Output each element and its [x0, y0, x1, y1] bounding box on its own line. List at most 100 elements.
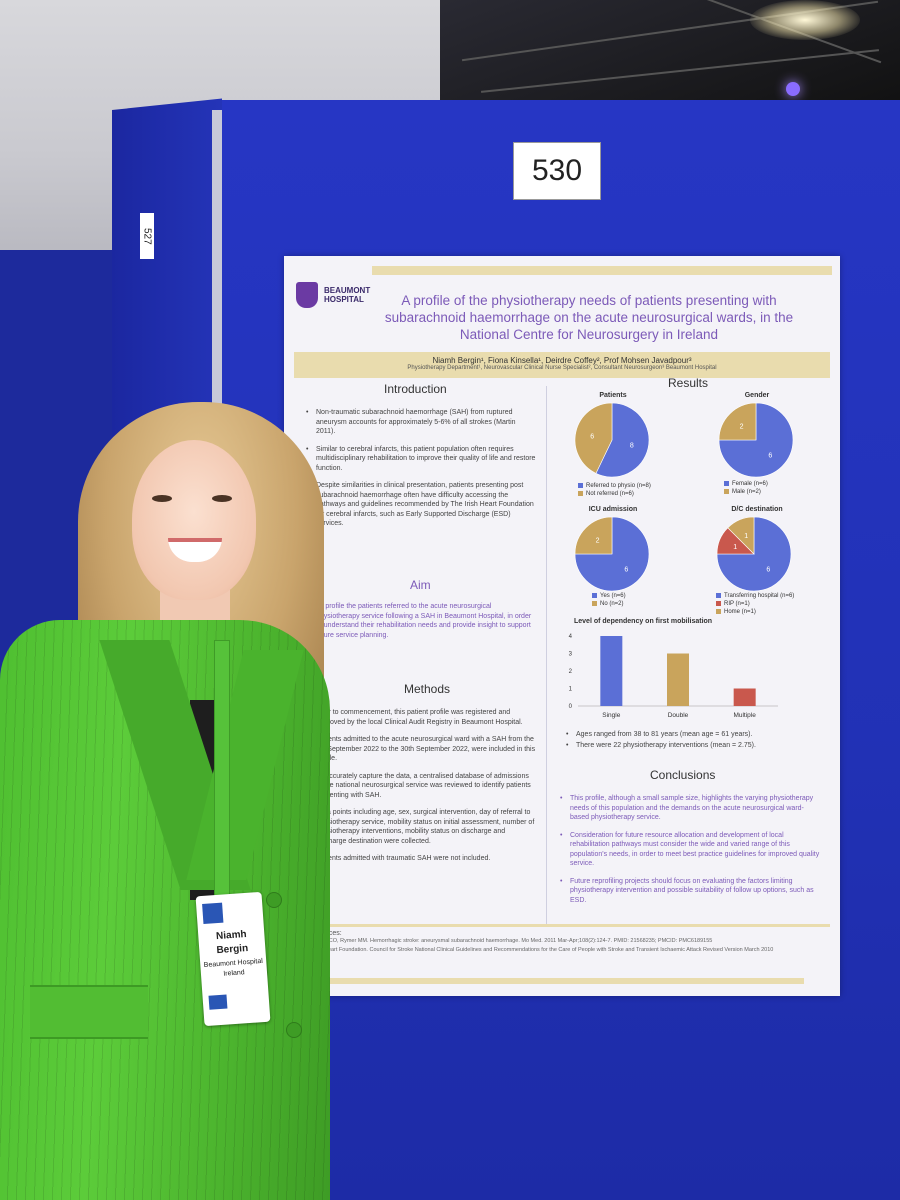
logo-line2: HOSPITAL — [324, 295, 364, 304]
y-tick-label: 1 — [569, 687, 573, 693]
legend-swatch — [578, 482, 583, 488]
pie-slice — [595, 402, 650, 478]
y-tick-label: 4 — [569, 634, 573, 640]
pie-chart-icu: 62 — [574, 516, 650, 592]
legend-label: RIP (n=1) — [724, 601, 750, 607]
bar — [733, 688, 756, 706]
legend-swatch — [578, 490, 583, 496]
x-tick-label: Double — [668, 712, 689, 719]
side-board-number: 527 — [140, 213, 154, 259]
sponsor-logo-icon — [208, 994, 228, 1010]
legend-label: Female (n=6) — [732, 481, 768, 487]
references: References: Martin CO, Rymer MM. Hemorrh… — [304, 930, 824, 956]
pie-legend: Yes (n=6) No (n=2) — [592, 592, 626, 608]
aim-list: To profile the patients referred to the … — [306, 602, 536, 648]
affiliations: Physiotherapy Department¹, Neurovascular… — [407, 365, 717, 371]
poster-title: A profile of the physiotherapy needs of … — [384, 293, 794, 342]
legend-swatch — [716, 600, 721, 606]
left-eye — [152, 495, 172, 502]
results-heading: Results — [668, 376, 709, 390]
legend-swatch — [724, 488, 729, 494]
y-tick-label: 0 — [569, 704, 573, 710]
pie-slice — [574, 402, 613, 474]
pie-chart-destination: 6 11 — [716, 516, 792, 592]
pie-slice — [716, 516, 792, 592]
pie-chart-gender: 62 — [718, 402, 794, 478]
pie-slice — [727, 516, 755, 555]
pie-title: D/C destination — [731, 506, 783, 513]
research-poster: BEAUMONT HOSPITAL A profile of the physio… — [284, 256, 840, 996]
pie-slice-label: 2 — [596, 538, 600, 545]
booth-number: 530 — [513, 142, 601, 200]
intro-bullet: Non-traumatic subarachnoid haemorrhage (… — [306, 408, 536, 437]
x-tick-label: Single — [602, 712, 620, 719]
legend-label: No (n=2) — [600, 601, 624, 607]
legend-label: Transferring hospital (n=6) — [724, 593, 795, 599]
pie-title: Gender — [744, 392, 770, 399]
logo-line1: BEAUMONT — [324, 286, 371, 295]
pie-title: ICU admission — [588, 506, 638, 513]
right-eye — [212, 495, 232, 502]
pie-chart-patients: 86 — [574, 402, 650, 478]
methods-bullet: Data points including age, sex, surgical… — [306, 808, 536, 846]
stage-light — [750, 0, 860, 40]
column-divider — [546, 386, 547, 926]
y-tick-label: 3 — [569, 652, 573, 658]
pie-slice — [718, 402, 794, 478]
results-notes: Ages ranged from 38 to 81 years (mean ag… — [566, 730, 826, 751]
bar-chart-dependency: 0 1 2 3 4 Single Double Multiple — [569, 634, 778, 719]
bottom-gold-bar — [314, 978, 804, 984]
methods-bullet: Patients admitted to the acute neurosurg… — [306, 735, 536, 764]
hospital-logo: BEAUMONT HOSPITAL — [296, 282, 370, 308]
intro-bullet: Despite similarities in clinical present… — [306, 481, 536, 529]
pie-legend: Transferring hospital (n=6) RIP (n=1) Ho… — [716, 592, 794, 616]
conclusion-bullet: This profile, although a small sample si… — [560, 794, 822, 823]
methods-list: Prior to commencement, this patient prof… — [306, 708, 536, 872]
intro-list: Non-traumatic subarachnoid haemorrhage (… — [306, 408, 536, 537]
pie-title: Patients — [599, 392, 627, 399]
pie-slice-label: 1 — [744, 533, 748, 540]
legend-label: Referred to physio (n=8) — [586, 483, 651, 489]
name-badge: Niamh Bergin Beaumont Hospital Ireland — [195, 891, 271, 1027]
jacket-pocket — [30, 985, 148, 1039]
bar — [667, 653, 689, 706]
results-note: Ages ranged from 38 to 81 years (mean ag… — [566, 730, 826, 740]
lanyard — [214, 640, 230, 902]
methods-bullet: Patients admitted with traumatic SAH wer… — [306, 854, 536, 864]
aim-heading: Aim — [410, 578, 431, 592]
pie-slice-label: 8 — [630, 443, 634, 450]
conclusions-heading: Conclusions — [650, 768, 716, 782]
authors-bar: Niamh Bergin¹, Fiona Kinsella¹, Deirdre … — [294, 352, 830, 378]
pie-legend: Female (n=6) Male (n=2) — [724, 480, 768, 496]
conclusion-bullet: Future reprofiling projects should focus… — [560, 877, 822, 906]
top-gold-bar — [372, 266, 832, 275]
conference-logo-icon — [202, 902, 224, 924]
intro-heading: Introduction — [384, 382, 447, 396]
crest-icon — [296, 282, 318, 308]
badge-last-name: Bergin — [216, 942, 249, 957]
methods-bullet: To accurately capture the data, a centra… — [306, 772, 536, 801]
face — [132, 440, 256, 600]
conclusion-bullet: Consideration for future resource alloca… — [560, 831, 822, 869]
pie-slice-label: 2 — [740, 424, 744, 431]
references-divider — [294, 924, 830, 927]
legend-label: Not referred (n=6) — [586, 491, 634, 497]
pie-slice-label: 6 — [766, 566, 770, 573]
pie-slice — [718, 402, 757, 441]
legend-label: Home (n=1) — [724, 609, 756, 615]
reference-item: Irish Heart Foundation. Council for Stro… — [304, 947, 824, 954]
badge-country: Ireland — [223, 969, 245, 978]
authors: Niamh Bergin¹, Fiona Kinsella¹, Deirdre … — [432, 356, 692, 365]
jacket-button — [286, 1022, 302, 1038]
pie-slice-label: 6 — [768, 452, 772, 459]
pie-slice-label: 1 — [733, 544, 737, 551]
intro-bullet: Similar to cerebral infarcts, this patie… — [306, 445, 536, 474]
legend-swatch — [716, 592, 721, 598]
legend-swatch — [592, 592, 597, 598]
badge-first-name: Niamh — [215, 929, 247, 943]
purple-light — [786, 82, 800, 96]
reference-item: Martin CO, Rymer MM. Hemorrhagic stroke:… — [304, 938, 824, 945]
legend-label: Male (n=2) — [732, 489, 761, 495]
legend-swatch — [724, 480, 729, 486]
x-tick-label: Multiple — [733, 712, 756, 719]
